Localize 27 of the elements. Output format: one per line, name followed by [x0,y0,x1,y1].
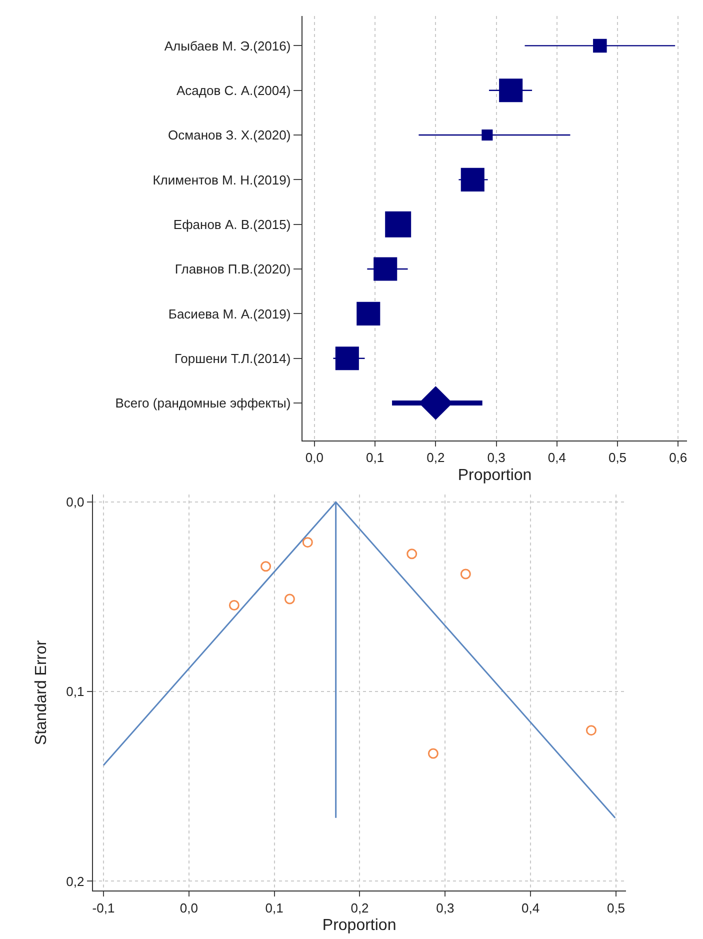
x-axis-title: Proportion [322,917,396,934]
y-axis-title: Standard Error [33,639,50,746]
x-tick-label: 0,5 [606,900,626,916]
y-tick-label: Алыбаев М. Э.(2016) [164,38,291,54]
x-tick-label: 0,4 [548,450,566,466]
y-tick-label: Асадов С. А.(2004) [176,82,291,98]
y-tick-label: 0,0 [66,494,84,510]
y-tick-label: Басиева М. А.(2019) [168,306,291,322]
x-tick-label: 0,5 [608,450,627,466]
x-axis-title: Proportion [458,466,532,484]
x-tick-label: -0,1 [92,900,115,916]
x-tick-label: 0,4 [522,900,540,916]
x-tick-label: 0,1 [366,450,384,466]
y-tick-label: Главнов П.В.(2020) [174,262,291,277]
x-tick-label: 0,2 [350,900,369,916]
x-tick-label: 0,3 [487,450,506,466]
y-tick-label: 0,2 [66,874,84,889]
x-tick-label: 0,0 [305,450,324,466]
x-tick-label: 0,6 [669,450,688,466]
y-tick-label: Горшени Т.Л.(2014) [174,350,291,366]
y-tick-label: Всего (рандомные эффекты) [115,396,291,411]
x-tick-label: 0,2 [426,450,445,466]
x-tick-label: 0,3 [436,900,454,916]
y-tick-label: Ефанов А. В.(2015) [173,216,291,232]
y-tick-label: Климентов М. Н.(2019) [152,172,291,188]
y-tick-label: Османов З. Х.(2020) [168,128,291,143]
y-tick-label: 0,1 [66,684,84,700]
